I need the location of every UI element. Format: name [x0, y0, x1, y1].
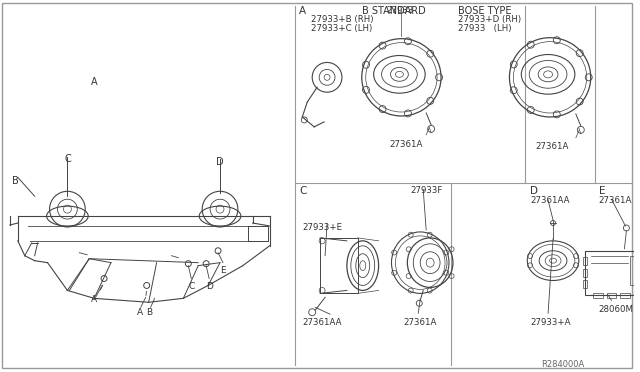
Text: 27933+C (LH): 27933+C (LH): [311, 24, 372, 33]
Bar: [248, 226, 268, 241]
Text: A: A: [91, 295, 97, 304]
Text: 27361A: 27361A: [598, 196, 632, 205]
Bar: [320, 238, 358, 294]
Text: B STANDARD: B STANDARD: [362, 6, 426, 16]
Text: 27933: 27933: [387, 6, 414, 15]
Text: D: D: [216, 157, 224, 167]
Text: B: B: [12, 176, 19, 186]
Text: B: B: [146, 308, 152, 317]
Text: E: E: [598, 186, 605, 196]
Text: C: C: [188, 282, 195, 292]
Text: A: A: [137, 308, 143, 317]
Bar: [583, 257, 587, 264]
Text: BOSE TYPE: BOSE TYPE: [458, 6, 511, 16]
Bar: [593, 294, 603, 298]
Text: A: A: [300, 6, 307, 16]
Text: 27933+B (RH): 27933+B (RH): [311, 15, 374, 24]
Text: E: E: [220, 266, 226, 275]
Text: D: D: [206, 282, 213, 292]
Text: 27361A: 27361A: [403, 318, 436, 327]
Text: 27933   (LH): 27933 (LH): [458, 24, 511, 33]
Text: R284000A: R284000A: [541, 360, 585, 369]
Text: A: A: [91, 77, 97, 87]
Text: C: C: [300, 186, 307, 196]
Bar: [630, 256, 636, 285]
Bar: [607, 294, 616, 298]
Text: C: C: [64, 154, 71, 164]
Bar: [583, 269, 587, 276]
Text: 27933+A: 27933+A: [531, 318, 571, 327]
Text: 27933F: 27933F: [410, 186, 443, 195]
Text: 28060M: 28060M: [598, 305, 634, 314]
Bar: [583, 280, 587, 288]
Text: D: D: [531, 186, 538, 196]
Text: 27361AA: 27361AA: [531, 196, 570, 205]
Text: 27361AA: 27361AA: [302, 318, 342, 327]
Text: 27361A: 27361A: [390, 140, 423, 149]
Bar: [620, 294, 630, 298]
Text: 27933+E: 27933+E: [302, 223, 342, 232]
Text: 27933+D (RH): 27933+D (RH): [458, 15, 521, 24]
Bar: [585, 251, 634, 295]
Text: 27361A: 27361A: [535, 142, 568, 151]
